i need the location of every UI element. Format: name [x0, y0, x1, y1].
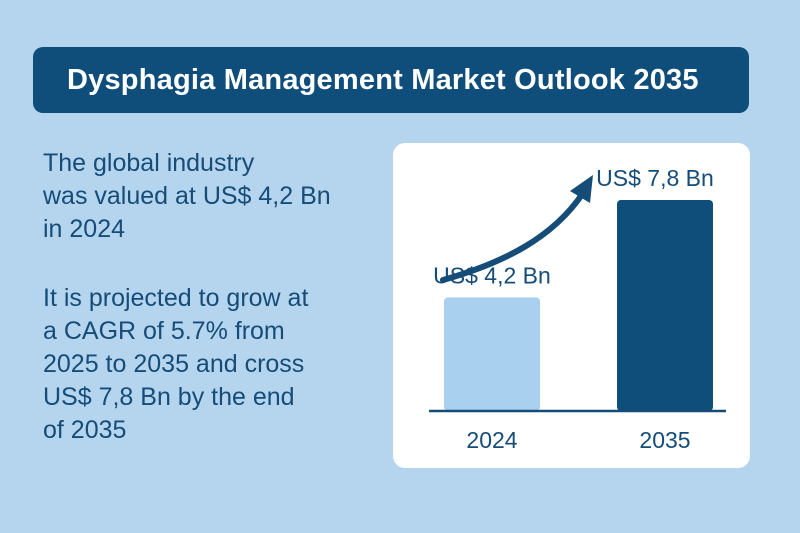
bar-2035: [617, 199, 713, 411]
x-tick-label-2024: 2024: [466, 427, 517, 453]
projection-line-4: US$ 7,8 Bn by the end: [43, 383, 295, 411]
value-label-2024: US$ 4,2 Bn: [433, 262, 551, 288]
title-banner: Dysphagia Management Market Outlook 2035: [33, 47, 749, 113]
valuation-line-2: was valued at US$ 4,2 Bn: [43, 182, 331, 210]
chart-card: US$ 4,2 Bn 2024 US$ 7,8 Bn 2035: [393, 143, 750, 468]
projection-text: It is projected to grow at a CAGR of 5.7…: [43, 282, 383, 447]
valuation-line-1: The global industry: [43, 149, 255, 177]
value-label-2035: US$ 7,8 Bn: [596, 165, 714, 191]
page-title: Dysphagia Management Market Outlook 2035: [67, 63, 699, 96]
projection-line-5: of 2035: [43, 416, 127, 444]
projection-line-2: a CAGR of 5.7% from: [43, 317, 285, 345]
bar-2024: [444, 297, 540, 411]
growth-arrowhead-icon: [570, 175, 593, 203]
valuation-line-3: in 2024: [43, 215, 126, 243]
valuation-text: The global industry was valued at US$ 4,…: [43, 147, 383, 246]
projection-line-1: It is projected to grow at: [43, 284, 309, 312]
bar-chart: US$ 4,2 Bn 2024 US$ 7,8 Bn 2035: [429, 165, 726, 453]
projection-line-3: 2025 to 2035 and cross: [43, 350, 305, 378]
x-tick-label-2035: 2035: [639, 427, 690, 453]
growth-arrow-icon: [440, 190, 586, 283]
